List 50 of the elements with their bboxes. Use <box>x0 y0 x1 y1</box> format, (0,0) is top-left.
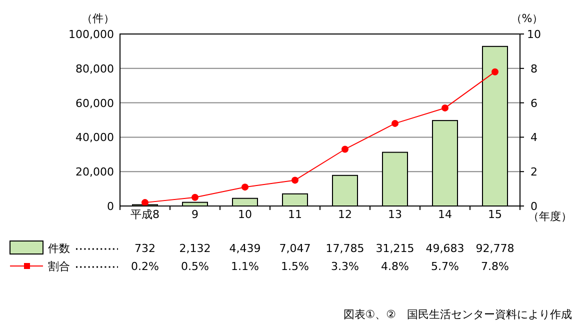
y-tick-label: 60,000 <box>76 96 114 110</box>
data-label: 3.3% <box>331 260 359 273</box>
x-tick-label: 12 <box>338 208 352 221</box>
y-tick-label: 40,000 <box>76 131 114 144</box>
y-tick-label: 100,000 <box>68 28 114 41</box>
legend-label: 割合 <box>48 260 70 273</box>
y2-tick-label: 0 <box>530 200 538 213</box>
point <box>142 199 148 206</box>
data-label: 1.5% <box>281 260 309 273</box>
legend-label: 件数 <box>48 242 70 255</box>
data-label: 0.2% <box>131 260 159 273</box>
data-label: 92,778 <box>476 242 514 255</box>
data-label: 1.1% <box>231 260 259 273</box>
data-label: 17,785 <box>326 242 364 255</box>
y2-axis-title: （%） <box>510 12 544 25</box>
point <box>442 104 448 112</box>
text: 図表①、② 国民生活センター資料により作成 <box>343 308 572 321</box>
data-label: 2,132 <box>179 242 211 255</box>
x-tick-label: 13 <box>388 208 402 221</box>
y2-tick-label: 4 <box>530 131 538 144</box>
x-tick-label: 9 <box>192 208 198 221</box>
y-axis-title: （件） <box>82 12 114 25</box>
x-tick-label: 11 <box>288 208 302 221</box>
y2-tick-label: 6 <box>530 96 538 110</box>
x-axis-title: （年度） <box>528 210 572 223</box>
point <box>392 120 398 127</box>
x-tick-label: 10 <box>238 208 252 221</box>
data-label: 49,683 <box>426 242 464 255</box>
x-tick-label: 14 <box>438 208 452 221</box>
y-tick-label: 20,000 <box>76 166 114 179</box>
data-label: 4,439 <box>229 242 261 255</box>
data-label: 7.8% <box>481 260 509 273</box>
point <box>342 146 348 153</box>
y-tick-label: 0 <box>107 200 114 213</box>
y2-tick-label: 10 <box>527 28 541 41</box>
y2-tick-label: 8 <box>530 62 538 76</box>
point <box>292 176 298 184</box>
data-label: 0.5% <box>181 260 209 273</box>
x-tick-label: 15 <box>488 208 502 221</box>
point <box>242 184 248 191</box>
data-label: 31,215 <box>376 242 414 255</box>
y-tick-label: 80,000 <box>76 62 114 76</box>
point <box>192 194 198 201</box>
data-label: 5.7% <box>431 260 459 273</box>
x-tick-label: 平成8 <box>130 208 160 221</box>
data-label: 732 <box>134 242 156 255</box>
point <box>492 68 498 76</box>
y2-tick-label: 2 <box>530 166 538 179</box>
data-label: 7,047 <box>279 242 311 255</box>
data-label: 4.8% <box>381 260 409 273</box>
